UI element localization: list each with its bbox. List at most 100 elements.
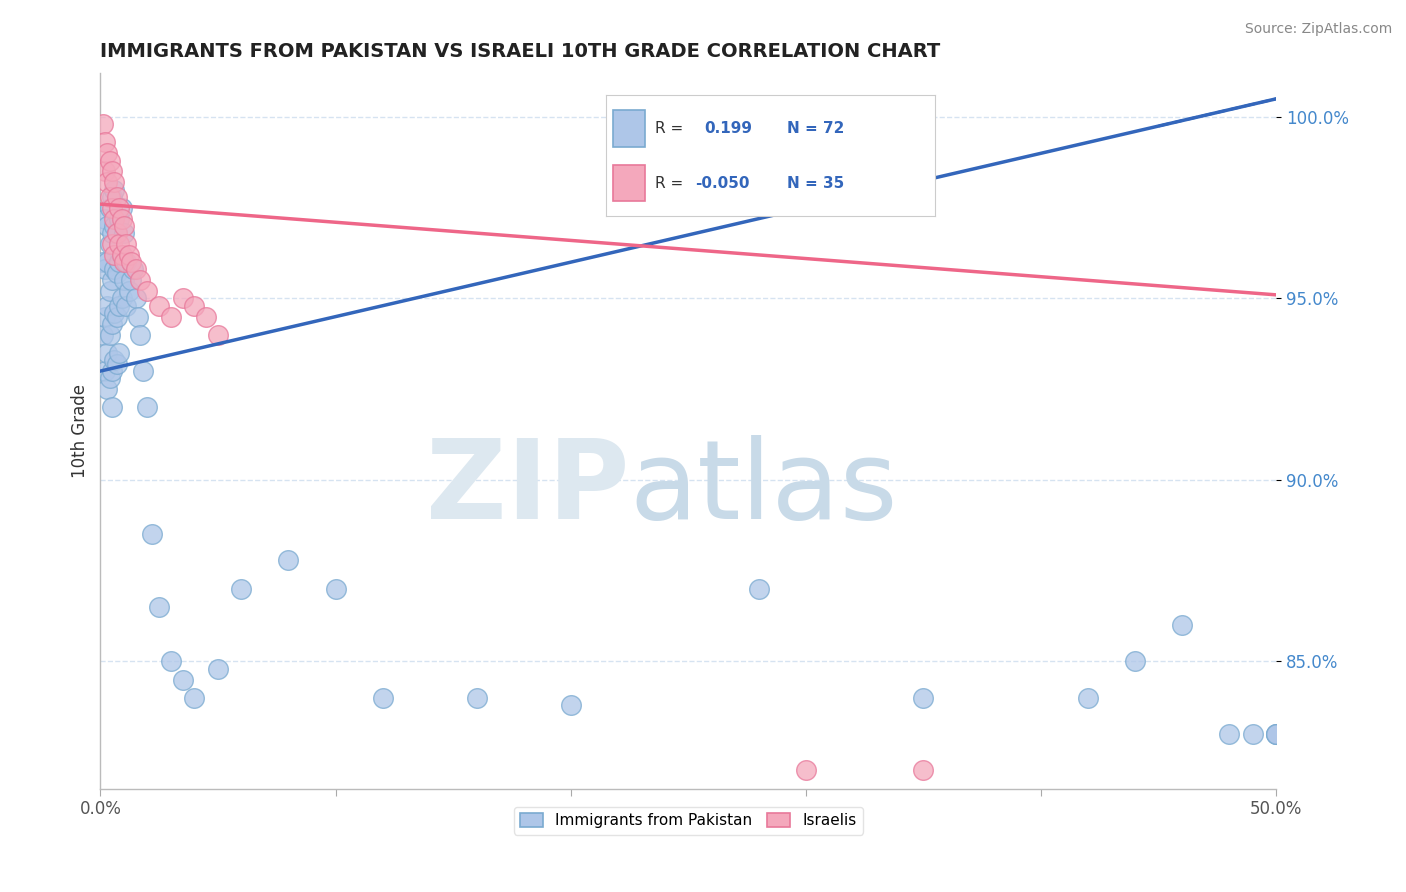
Point: [103, 183, 125, 197]
Point: [108, 299, 131, 313]
Point: [96, 255, 118, 269]
Point: [120, 255, 142, 269]
Point: [560, 698, 582, 712]
Point: [148, 600, 170, 615]
Point: [129, 273, 152, 287]
Text: atlas: atlas: [630, 434, 898, 541]
Point: [103, 248, 125, 262]
Point: [1077, 690, 1099, 705]
Point: [110, 248, 132, 262]
Point: [96, 299, 118, 313]
Point: [794, 764, 817, 778]
Point: [131, 364, 153, 378]
Point: [112, 219, 135, 233]
Point: [96, 382, 118, 396]
Point: [912, 690, 935, 705]
Point: [136, 284, 159, 298]
Point: [101, 190, 124, 204]
Point: [94, 136, 117, 150]
Point: [94, 211, 117, 226]
Point: [108, 346, 131, 360]
Point: [96, 175, 118, 189]
Point: [195, 310, 218, 324]
Point: [108, 237, 131, 252]
Point: [115, 237, 138, 252]
Point: [1265, 727, 1288, 741]
Point: [124, 292, 146, 306]
Point: [371, 690, 394, 705]
Text: IMMIGRANTS FROM PAKISTAN VS ISRAELI 10TH GRADE CORRELATION CHART: IMMIGRANTS FROM PAKISTAN VS ISRAELI 10TH…: [100, 42, 941, 61]
Point: [105, 190, 128, 204]
Point: [101, 226, 124, 240]
Point: [325, 582, 347, 596]
Point: [110, 201, 132, 215]
Point: [94, 262, 117, 277]
Text: Source: ZipAtlas.com: Source: ZipAtlas.com: [1244, 22, 1392, 37]
Point: [96, 146, 118, 161]
Point: [98, 284, 121, 298]
Point: [110, 248, 132, 262]
Point: [110, 292, 132, 306]
Point: [1123, 655, 1146, 669]
Point: [141, 527, 163, 541]
Point: [96, 219, 118, 233]
Point: [101, 401, 124, 415]
Point: [136, 401, 159, 415]
Point: [94, 364, 117, 378]
Point: [112, 255, 135, 269]
Point: [103, 262, 125, 277]
Point: [105, 226, 128, 240]
Point: [172, 292, 194, 306]
Point: [148, 299, 170, 313]
Point: [98, 327, 121, 342]
Point: [96, 346, 118, 360]
Point: [101, 201, 124, 215]
Point: [183, 299, 205, 313]
Point: [1218, 727, 1240, 741]
Point: [160, 310, 183, 324]
Text: ZIP: ZIP: [426, 434, 630, 541]
Legend: Immigrants from Pakistan, Israelis: Immigrants from Pakistan, Israelis: [513, 807, 863, 835]
Point: [91, 255, 114, 269]
Point: [117, 284, 139, 298]
Point: [91, 117, 114, 131]
Point: [105, 226, 128, 240]
Point: [101, 237, 124, 252]
Point: [98, 153, 121, 168]
Point: [748, 582, 770, 596]
Point: [105, 310, 128, 324]
Point: [101, 273, 124, 287]
Point: [1171, 618, 1194, 632]
Point: [117, 248, 139, 262]
Point: [108, 255, 131, 269]
Point: [101, 364, 124, 378]
Point: [231, 582, 253, 596]
Point: [160, 655, 183, 669]
Point: [98, 371, 121, 385]
Point: [101, 164, 124, 178]
Point: [129, 327, 152, 342]
Point: [1241, 727, 1264, 741]
Point: [1265, 727, 1288, 741]
Point: [105, 357, 128, 371]
Point: [103, 175, 125, 189]
Point: [98, 201, 121, 215]
Point: [122, 262, 145, 277]
Point: [94, 310, 117, 324]
Point: [103, 353, 125, 368]
Point: [105, 266, 128, 280]
Point: [103, 219, 125, 233]
Point: [115, 255, 138, 269]
Point: [98, 190, 121, 204]
Y-axis label: 10th Grade: 10th Grade: [72, 384, 89, 478]
Point: [108, 211, 131, 226]
Point: [101, 317, 124, 331]
Point: [103, 211, 125, 226]
Point: [183, 690, 205, 705]
Point: [172, 673, 194, 687]
Point: [94, 164, 117, 178]
Point: [277, 553, 299, 567]
Point: [110, 211, 132, 226]
Point: [207, 662, 229, 676]
Point: [98, 237, 121, 252]
